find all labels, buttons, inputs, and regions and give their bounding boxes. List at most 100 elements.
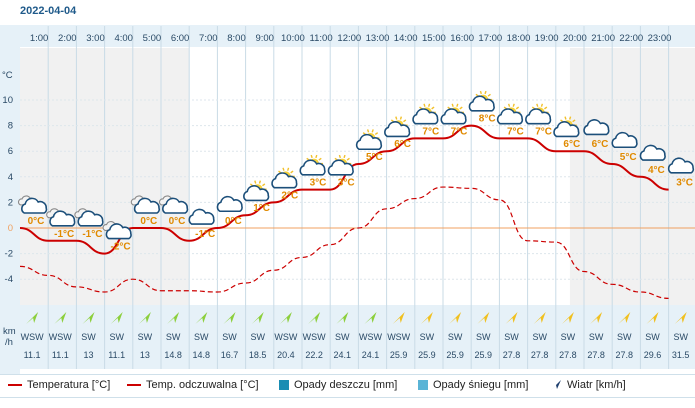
temperature-label: 3°C xyxy=(676,178,693,189)
sun-ray xyxy=(540,103,544,107)
wind-direction: SW xyxy=(335,332,350,342)
wind-direction: SW xyxy=(589,332,604,342)
snow-cloud-icon xyxy=(102,221,132,240)
temperature-label: 4°C xyxy=(648,165,665,176)
y-tick-label: 8 xyxy=(8,121,13,132)
cloud-shape xyxy=(327,159,354,176)
wind-arrow-shape xyxy=(420,312,433,324)
wind-direction: SW xyxy=(504,332,519,342)
wind-speed: 11.1 xyxy=(52,350,69,360)
hour-label: 11:00 xyxy=(310,33,333,44)
temperature-label: 0°C xyxy=(28,216,45,227)
wind-speed: 18.5 xyxy=(249,350,267,360)
sun-ray xyxy=(515,106,520,110)
y-tick-label: 6 xyxy=(8,146,13,157)
wind-arrow-icon xyxy=(590,312,603,324)
wind-speed: 25.9 xyxy=(390,350,408,360)
feels-like-line xyxy=(19,186,669,299)
sun-cloud-icon xyxy=(243,180,270,202)
y-tick-label: -2 xyxy=(5,249,13,260)
sun-ray xyxy=(310,154,313,159)
wind-direction: SW xyxy=(476,332,491,342)
temperature-label: -1°C xyxy=(54,229,74,240)
wind-arrow-icon xyxy=(550,379,562,391)
hour-label: 19:00 xyxy=(535,33,559,44)
legend-feels-like: Temp. odczuwalna [°C] xyxy=(127,379,259,391)
wind-arrow-shape xyxy=(449,312,462,324)
temperature-label: 7°C xyxy=(507,126,524,137)
wind-speed: 11.1 xyxy=(108,350,125,360)
wind-arrow-icon xyxy=(82,312,95,324)
legend-temperature: Temperatura [°C] xyxy=(8,379,110,391)
wind-arrow-icon xyxy=(505,312,518,324)
sun-ray xyxy=(254,180,257,184)
cloud-icon xyxy=(583,119,610,136)
sun-ray xyxy=(338,154,342,159)
temperature-label: -1°C xyxy=(82,229,102,240)
wind-arrow-shape xyxy=(195,312,208,324)
temperature-label: 1°C xyxy=(253,203,270,214)
sun-cloud-icon xyxy=(327,154,354,176)
sun-ray xyxy=(427,103,431,107)
hour-label: 5:00 xyxy=(143,33,162,44)
sun-ray xyxy=(431,106,435,110)
sun-cloud-icon xyxy=(468,90,495,112)
temperature-label: 6°C xyxy=(394,139,411,150)
legend-rain-label: Opady deszczu [mm] xyxy=(294,379,398,391)
wind-direction: SW xyxy=(138,332,153,342)
wind-direction: SW xyxy=(645,332,660,342)
temperature-label: 0°C xyxy=(140,216,157,227)
wind-speed: 25.9 xyxy=(446,350,464,360)
wind-direction: SW xyxy=(532,332,547,342)
legend-snow-label: Opady śniegu [mm] xyxy=(433,379,529,391)
wind-direction: SW xyxy=(81,332,96,342)
wind-direction: SW xyxy=(420,332,435,342)
sun-ray xyxy=(456,103,459,107)
wind-direction: SW xyxy=(250,332,265,342)
wind-arrow-shape xyxy=(110,312,123,324)
cloud-shape xyxy=(355,133,383,151)
legend-wind-label: Wiatr [km/h] xyxy=(567,379,626,391)
legend-rain: Opady deszczu [mm] xyxy=(279,379,397,391)
wind-speed: 13 xyxy=(140,350,150,360)
wind-arrow-icon xyxy=(364,312,377,324)
sun-ray xyxy=(507,103,511,107)
wind-arrow-shape xyxy=(54,312,67,324)
wind-arrow-icon xyxy=(477,312,490,324)
wind-arrow-shape xyxy=(533,312,546,324)
snow-cloud-icon xyxy=(46,208,76,227)
wind-direction: SW xyxy=(561,332,576,342)
wind-speed: 27.8 xyxy=(587,350,605,360)
wind-direction: SW xyxy=(617,332,632,342)
wind-direction: WSW xyxy=(49,332,72,342)
cloud-shape xyxy=(133,197,161,214)
cloud-shape xyxy=(216,195,243,213)
cloud-shape xyxy=(553,121,580,138)
temperature-label: 7°C xyxy=(422,126,439,137)
sun-cloud-icon xyxy=(496,103,524,125)
wind-speed: 29.6 xyxy=(644,350,662,360)
legend-snow: Opady śniegu [mm] xyxy=(418,379,528,391)
sun-ray xyxy=(262,183,266,187)
y-axis-unit: °C xyxy=(2,70,13,81)
cloud-shape xyxy=(440,108,467,125)
legend-feels-like-label: Temp. odczuwalna [°C] xyxy=(146,379,259,391)
temperature-label: 5°C xyxy=(620,152,637,163)
wind-speed: 27.8 xyxy=(503,350,521,360)
hour-label: 22:00 xyxy=(619,33,643,44)
wind-arrow-shape xyxy=(82,312,95,324)
wind-direction: SW xyxy=(673,332,688,342)
wind-direction: SW xyxy=(222,332,237,342)
wind-arrow-icon xyxy=(533,312,546,324)
wind-arrow-icon xyxy=(279,312,292,324)
sun-ray xyxy=(395,116,398,120)
snow-cloud-icon xyxy=(74,208,104,227)
wind-arrow-icon xyxy=(561,312,574,324)
wind-arrow-icon xyxy=(420,312,433,324)
wind-arrow-icon xyxy=(336,312,349,324)
cloud-shape xyxy=(21,197,48,214)
hour-label: 9:00 xyxy=(255,33,274,44)
wind-speed: 16.7 xyxy=(221,350,239,360)
hour-label: 10:00 xyxy=(281,33,305,44)
wind-arrow-shape xyxy=(308,312,321,324)
